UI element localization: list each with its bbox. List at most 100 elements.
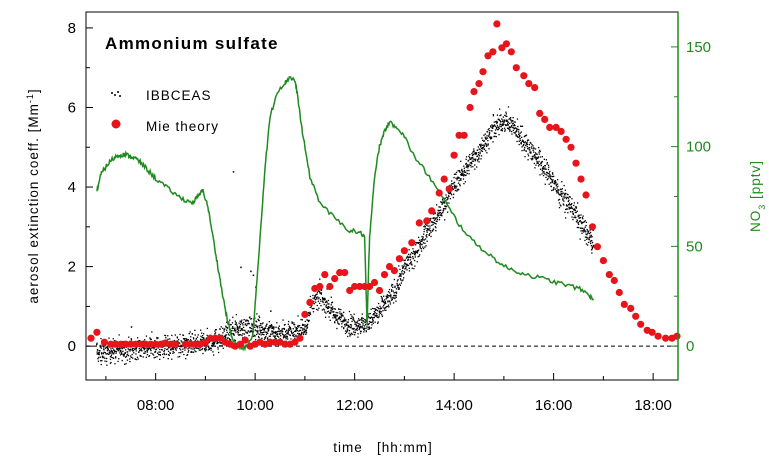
ibbceas-point: [542, 161, 543, 162]
ibbceas-point: [492, 128, 493, 129]
ibbceas-point: [188, 352, 189, 353]
ibbceas-point: [463, 178, 464, 179]
ibbceas-point: [576, 206, 577, 207]
ibbceas-point: [256, 313, 257, 314]
x-axis-label: time [hh:mm]: [333, 440, 433, 455]
ibbceas-point: [381, 301, 382, 302]
ibbceas-point: [169, 338, 170, 339]
ibbceas-point: [302, 328, 303, 329]
ibbceas-point: [336, 312, 337, 313]
ibbceas-point: [238, 327, 239, 328]
ibbceas-point: [535, 152, 536, 153]
ibbceas-point: [276, 331, 277, 332]
ibbceas-point: [511, 125, 512, 126]
ibbceas-point: [420, 246, 421, 247]
ibbceas-point: [424, 247, 425, 248]
ibbceas-point: [496, 123, 497, 124]
ibbceas-point: [147, 352, 148, 353]
ibbceas-point: [371, 324, 372, 325]
ibbceas-point: [118, 350, 119, 351]
ibbceas-point: [253, 275, 255, 277]
ibbceas-point: [198, 348, 199, 349]
x-tick-label: 14:00: [435, 397, 473, 414]
ibbceas-point: [400, 276, 401, 277]
ibbceas-point: [469, 154, 470, 155]
ibbceas-point: [528, 139, 529, 140]
ibbceas-point: [408, 254, 409, 255]
ibbceas-point: [387, 300, 388, 301]
ibbceas-point: [424, 243, 425, 244]
ibbceas-point: [539, 174, 540, 175]
ibbceas-point: [587, 237, 588, 238]
ibbceas-point: [487, 131, 488, 132]
right-axis: 050100150: [671, 12, 711, 380]
ibbceas-point: [565, 197, 566, 198]
ibbceas-point: [564, 194, 565, 195]
ibbceas-point: [357, 322, 358, 323]
ibbceas-point: [365, 322, 366, 323]
ibbceas-point: [231, 330, 232, 331]
ibbceas-point: [119, 352, 120, 353]
ibbceas-point: [429, 225, 430, 226]
ibbceas-point: [310, 307, 311, 308]
ibbceas-point: [585, 231, 586, 232]
ibbceas-point: [487, 137, 488, 138]
ibbceas-point: [553, 176, 554, 177]
ibbceas-point: [284, 324, 285, 325]
ibbceas-point: [592, 247, 593, 248]
ibbceas-point: [442, 202, 443, 203]
ibbceas-point: [287, 336, 288, 337]
ibbceas-point: [113, 352, 114, 353]
mie-point: [296, 335, 303, 342]
ibbceas-point: [571, 207, 572, 208]
ibbceas-point: [256, 321, 257, 322]
ibbceas-point: [255, 339, 256, 340]
ibbceas-point: [353, 320, 354, 321]
ibbceas-point: [409, 270, 410, 271]
ibbceas-point: [190, 331, 191, 332]
ibbceas-point: [166, 354, 167, 355]
mie-point: [391, 267, 398, 274]
ibbceas-point: [155, 351, 156, 352]
ibbceas-point: [303, 334, 304, 335]
ibbceas-point: [305, 334, 306, 335]
mie-point: [582, 191, 589, 198]
ibbceas-point: [363, 331, 364, 332]
ibbceas-point: [497, 122, 498, 123]
ibbceas-point: [250, 271, 252, 273]
ibbceas-point: [366, 326, 367, 327]
ibbceas-point: [394, 298, 395, 299]
ibbceas-point: [241, 335, 242, 336]
ibbceas-point: [354, 314, 355, 315]
ibbceas-point: [378, 316, 379, 317]
ibbceas-point: [293, 322, 294, 323]
ibbceas-point: [518, 131, 519, 132]
ibbceas-point: [164, 353, 165, 354]
ibbceas-point: [193, 338, 194, 339]
ibbceas-point: [127, 351, 128, 352]
ibbceas-point: [561, 191, 562, 192]
ibbceas-point: [121, 352, 122, 353]
ibbceas-point: [213, 354, 214, 355]
ibbceas-point: [392, 299, 393, 300]
ibbceas-point: [155, 357, 156, 358]
ibbceas-point: [467, 173, 468, 174]
ibbceas-point: [408, 265, 409, 266]
ibbceas-point: [400, 278, 401, 279]
ibbceas-point: [362, 323, 363, 324]
ibbceas-point: [393, 291, 394, 292]
ibbceas-point: [538, 163, 539, 164]
ibbceas-point: [101, 364, 102, 365]
ibbceas-point: [348, 319, 349, 320]
ibbceas-point: [472, 166, 473, 167]
ibbceas-point: [306, 330, 307, 331]
ibbceas-point: [585, 220, 586, 221]
ibbceas-point: [330, 312, 331, 313]
ibbceas-point: [131, 357, 132, 358]
ibbceas-point: [459, 180, 460, 181]
ibbceas-point: [551, 179, 552, 180]
ibbceas-point: [486, 152, 487, 153]
ibbceas-point: [429, 233, 430, 234]
ibbceas-point: [159, 349, 160, 350]
